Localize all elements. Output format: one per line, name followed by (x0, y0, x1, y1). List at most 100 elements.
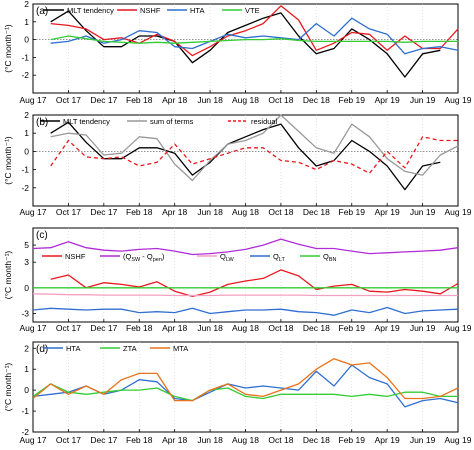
legend-item: ZTA (100, 344, 137, 353)
legend-label: HTA (190, 6, 204, 15)
series-line-zta (32, 383, 458, 402)
x-tick-label: Aug 18 (232, 435, 259, 445)
legend-item: QLT (250, 252, 285, 263)
x-tick-label: Feb 18 (126, 207, 153, 217)
x-tick-label: Jun 18 (197, 323, 223, 333)
x-tick-label: Aug 17 (20, 435, 47, 445)
x-tick-label: Dec 17 (90, 435, 117, 445)
x-tick-label: Apr 18 (162, 95, 187, 105)
legend-item: HTA (167, 6, 204, 15)
y-tick-label: -1 (21, 52, 29, 62)
legend-item: (QSW - Qpen) (100, 252, 165, 263)
series-line-sum-of-terms (50, 114, 459, 182)
x-tick-label: Feb 19 (339, 207, 366, 217)
x-tick-label: Jun 19 (410, 207, 436, 217)
y-tick-label: -1 (21, 406, 29, 416)
x-tick-label: Oct 17 (56, 207, 81, 217)
panel-label: (c) (36, 230, 48, 241)
x-tick-label: Aug 19 (445, 95, 472, 105)
y-tick-label: 1 (24, 17, 29, 27)
legend-label: MLT tendency (67, 6, 114, 15)
panel-d: Aug 17 Oct 17 Dec 17 Feb 18 Apr 18 Jun 18 Aug … (3, 341, 472, 445)
y-tick-label: 5 (24, 240, 29, 250)
series-line-mlt-tendency (50, 10, 441, 78)
x-tick-label: Feb 19 (339, 435, 366, 445)
legend-label: residual (251, 117, 278, 126)
x-tick-label: Apr 18 (162, 207, 187, 217)
legend-item: NSHF (42, 252, 86, 261)
legend-label: (QSW - Qpen) (123, 252, 165, 263)
x-tick-label: Dec 17 (90, 95, 117, 105)
legend-label: QBN (323, 252, 337, 263)
x-tick-label: Apr 19 (375, 207, 400, 217)
x-tick-label: Oct 17 (56, 95, 81, 105)
x-tick-label: Aug 19 (445, 207, 472, 217)
series-line-mta (32, 358, 459, 402)
legend-item: MLT tendency (44, 6, 114, 15)
x-tick-label: Apr 18 (162, 323, 187, 333)
x-tick-label: Dec 17 (90, 323, 117, 333)
legend-label: HTA (66, 344, 80, 353)
y-tick-label: -2 (21, 183, 29, 193)
x-tick-label: Oct 17 (56, 323, 81, 333)
series-line-vte (50, 35, 458, 44)
y-tick-label: -1 (21, 165, 29, 175)
x-tick-label: Jun 19 (410, 95, 436, 105)
legend-item: residual (228, 117, 278, 126)
legend-item: MTA (150, 344, 188, 353)
y-tick-label: 0 (24, 283, 29, 293)
x-tick-label: Aug 18 (232, 207, 259, 217)
legend-item: VTE (222, 6, 260, 15)
x-tick-label: Apr 18 (162, 435, 187, 445)
x-tick-label: Jun 19 (410, 323, 436, 333)
x-tick-label: Aug 17 (20, 207, 47, 217)
x-tick-label: Jun 18 (197, 95, 223, 105)
y-tick-label: 2 (24, 110, 29, 120)
series-line-hta (50, 17, 459, 55)
legend-item: MLT tendency (40, 117, 110, 126)
x-tick-label: Feb 18 (126, 95, 153, 105)
legend-label: MLT tendency (63, 117, 110, 126)
legend-label: sum of terms (150, 117, 194, 126)
panel-b: Aug 17 Oct 17 Dec 17 Feb 18 Apr 18 Jun 18 Aug … (3, 110, 472, 217)
legend-item: QLW (197, 252, 234, 263)
y-tick-label: 3 (24, 257, 29, 267)
panel-c: Aug 17 Oct 17 Dec 17 Feb 18 Apr 18 Jun 18 Aug … (3, 227, 472, 333)
panel-a: Aug 17 Oct 17 Dec 17 Feb 18 Apr 18 Jun 18 Aug … (3, 0, 472, 105)
plot-frame (32, 227, 459, 323)
panel-label: (d) (36, 344, 48, 355)
x-tick-label: Jun 18 (197, 207, 223, 217)
x-tick-label: Feb 19 (339, 323, 366, 333)
x-tick-label: Oct 18 (268, 435, 293, 445)
x-tick-label: Apr 19 (375, 435, 400, 445)
y-axis-label: (°C month⁻¹) (3, 136, 13, 185)
legend-label: MTA (173, 344, 188, 353)
series-line-mlt-tendency (50, 121, 441, 191)
x-tick-label: Oct 17 (56, 435, 81, 445)
y-tick-label: 2 (24, 0, 29, 9)
y-tick-label: 2 (24, 343, 29, 353)
panel-label: (a) (36, 6, 48, 17)
x-tick-label: Aug 19 (445, 435, 472, 445)
x-tick-label: Apr 19 (375, 95, 400, 105)
x-tick-label: Oct 18 (268, 207, 293, 217)
x-tick-label: Oct 18 (268, 95, 293, 105)
y-tick-label: 0 (24, 146, 29, 156)
x-tick-label: Aug 18 (232, 95, 259, 105)
x-tick-label: Feb 18 (126, 435, 153, 445)
x-tick-label: Aug 17 (20, 323, 47, 333)
y-axis-label: (°C month⁻¹) (3, 24, 13, 73)
x-tick-label: Aug 17 (20, 95, 47, 105)
x-tick-label: Feb 19 (339, 95, 366, 105)
legend-label: QLT (273, 252, 285, 263)
series-line-nshf (50, 269, 459, 298)
legend-label: VTE (245, 6, 260, 15)
series-line-q-lw (32, 293, 458, 297)
y-tick-label: -2 (21, 70, 29, 80)
x-tick-label: Jun 19 (410, 435, 436, 445)
panel-label: (b) (36, 117, 48, 128)
x-tick-label: Feb 18 (126, 323, 153, 333)
legend-item: QBN (300, 252, 337, 263)
y-tick-label: 0 (24, 385, 29, 395)
